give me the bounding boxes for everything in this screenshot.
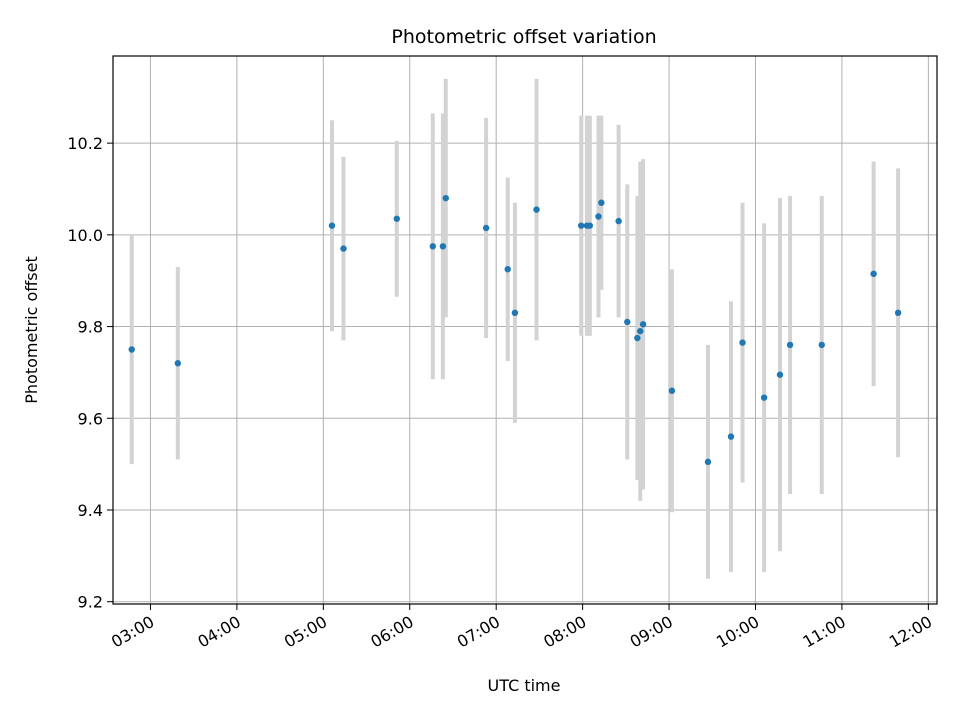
data-point: [727, 433, 735, 440]
data-point: [786, 341, 794, 349]
data-point: [704, 458, 712, 466]
data-point: [595, 213, 602, 220]
data-point: [442, 194, 449, 202]
data-point: [818, 341, 825, 349]
data-point: [598, 199, 605, 206]
chart-title: Photometric offset variation: [391, 26, 656, 48]
plot-frame: [112, 55, 938, 605]
data-point: [668, 387, 676, 394]
data-point: [624, 318, 631, 326]
data-point: [511, 309, 519, 317]
data-point: [577, 222, 585, 229]
y-tick-label: 9.8: [78, 318, 103, 337]
data-point: [634, 334, 641, 342]
x-axis-label: UTC time: [488, 676, 561, 695]
data-points: [128, 194, 902, 466]
data-point: [174, 360, 182, 367]
data-point: [776, 371, 784, 378]
data-point: [482, 224, 490, 232]
data-point: [637, 327, 644, 335]
y-tick-label: 9.4: [78, 501, 103, 520]
data-point: [439, 243, 447, 250]
data-point: [393, 215, 400, 222]
data-point: [504, 266, 511, 273]
data-point: [128, 346, 135, 353]
data-point: [340, 245, 347, 252]
data-point: [639, 321, 647, 328]
data-point: [870, 270, 877, 278]
data-point: [894, 309, 902, 317]
y-tick-label: 10.0: [67, 226, 103, 245]
data-point: [533, 206, 540, 213]
data-point: [615, 217, 622, 225]
data-point: [586, 222, 594, 229]
data-point: [328, 222, 336, 229]
y-tick-label: 9.6: [78, 409, 103, 428]
y-axis-label: Photometric offset: [22, 256, 41, 404]
y-axis: 9.2 9.4 9.6 9.8 10.0 10.2: [67, 134, 113, 612]
data-point: [760, 394, 768, 401]
data-point: [739, 339, 746, 346]
data-point: [429, 243, 437, 250]
y-tick-label: 10.2: [67, 134, 103, 153]
y-tick-label: 9.2: [78, 593, 103, 612]
